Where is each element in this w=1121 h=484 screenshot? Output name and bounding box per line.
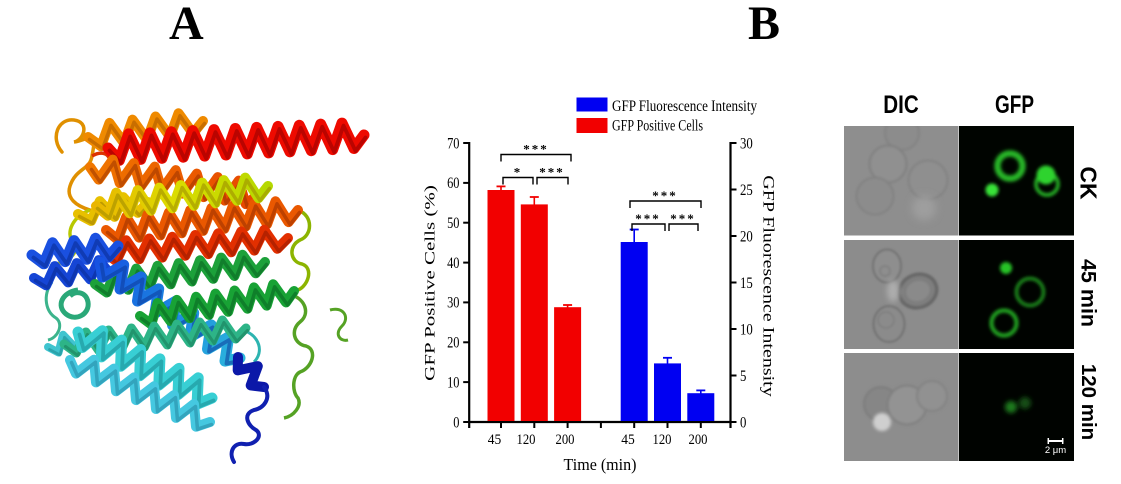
svg-text:***: *** (670, 211, 696, 226)
svg-text:200: 200 (689, 432, 708, 448)
svg-text:40: 40 (447, 255, 459, 272)
svg-text:45: 45 (488, 432, 502, 448)
svg-text:***: *** (539, 165, 565, 180)
svg-text:10: 10 (447, 374, 459, 391)
svg-text:20: 20 (740, 228, 753, 245)
svg-text:5: 5 (740, 368, 746, 385)
svg-text:15: 15 (740, 275, 753, 292)
svg-text:GFP Fluorescence Intensity: GFP Fluorescence Intensity (760, 175, 778, 396)
svg-text:0: 0 (453, 414, 459, 431)
svg-text:30: 30 (447, 295, 459, 312)
svg-text:120: 120 (653, 432, 672, 448)
svg-text:***: *** (652, 188, 678, 203)
svg-text:45: 45 (621, 432, 635, 448)
svg-text:70: 70 (447, 135, 459, 152)
svg-text:25: 25 (740, 182, 753, 199)
svg-text:DIC: DIC (883, 91, 919, 118)
svg-text:30: 30 (740, 135, 753, 152)
svg-text:GFP Positive Cells (%): GFP Positive Cells (%) (422, 185, 439, 381)
svg-text:GFP Positive Cells: GFP Positive Cells (612, 118, 703, 135)
svg-text:2 μm: 2 μm (1044, 445, 1065, 456)
svg-text:GFP: GFP (995, 91, 1034, 118)
svg-text:Time (min): Time (min) (564, 455, 637, 474)
svg-text:10: 10 (740, 321, 753, 338)
svg-text:GFP Fluorescence Intensity: GFP Fluorescence Intensity (612, 98, 757, 115)
svg-text:20: 20 (447, 335, 459, 352)
svg-text:0: 0 (740, 414, 746, 431)
svg-text:200: 200 (556, 432, 575, 448)
svg-text:50: 50 (447, 215, 459, 232)
svg-text:60: 60 (447, 175, 459, 192)
svg-text:*: * (514, 165, 523, 180)
svg-text:120: 120 (517, 432, 536, 448)
svg-text:***: *** (635, 211, 661, 226)
svg-text:***: *** (523, 142, 549, 157)
